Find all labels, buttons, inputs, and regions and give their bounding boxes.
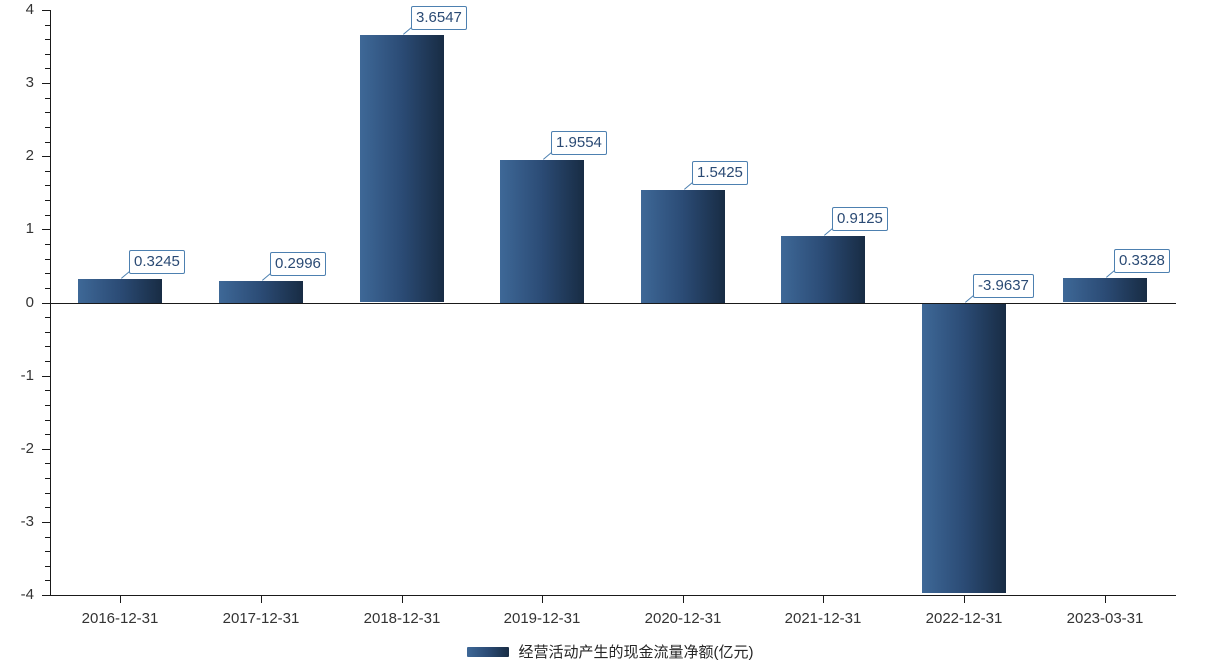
y-tick-label: 1: [25, 220, 34, 237]
bar[interactable]: [360, 35, 444, 302]
y-minor-tick: [45, 405, 50, 406]
y-minor-tick: [45, 390, 50, 391]
y-minor-tick: [45, 39, 50, 40]
y-minor-tick: [45, 507, 50, 508]
y-minor-tick: [45, 361, 50, 362]
y-minor-tick: [45, 259, 50, 260]
y-tick: [42, 156, 50, 157]
y-minor-tick: [45, 68, 50, 69]
y-minor-tick: [45, 244, 50, 245]
y-tick: [42, 83, 50, 84]
y-minor-tick: [45, 420, 50, 421]
value-label-box: 0.3328: [1114, 249, 1170, 273]
y-minor-tick: [45, 185, 50, 186]
y-minor-tick: [45, 537, 50, 538]
x-axis-label: 2021-12-31: [784, 610, 862, 627]
y-minor-tick: [45, 25, 50, 26]
value-label-box: 0.2996: [270, 252, 326, 276]
y-minor-tick: [45, 98, 50, 99]
y-minor-tick: [45, 273, 50, 274]
y-tick: [42, 522, 50, 523]
y-tick-label: -4: [20, 586, 34, 603]
x-axis-label: 2016-12-31: [81, 610, 159, 627]
y-tick-label: 2: [25, 147, 34, 164]
y-minor-tick: [45, 478, 50, 479]
x-axis-label: 2023-03-31: [1066, 610, 1144, 627]
y-tick: [42, 449, 50, 450]
legend-swatch-icon: [466, 646, 509, 657]
bar[interactable]: [78, 279, 162, 303]
x-tick: [823, 596, 824, 603]
x-axis-label: 2022-12-31: [925, 610, 1003, 627]
x-axis-line: [50, 595, 1176, 596]
zero-baseline: [50, 303, 1176, 304]
bar[interactable]: [500, 160, 584, 303]
y-minor-tick: [45, 288, 50, 289]
y-minor-tick: [45, 54, 50, 55]
x-tick: [1105, 596, 1106, 603]
x-axis-label: 2017-12-31: [222, 610, 300, 627]
y-tick-label: -3: [20, 513, 34, 530]
y-minor-tick: [45, 332, 50, 333]
y-tick: [42, 376, 50, 377]
bar[interactable]: [922, 304, 1006, 593]
x-axis-label: 2020-12-31: [644, 610, 722, 627]
y-tick: [42, 303, 50, 304]
y-minor-tick: [45, 142, 50, 143]
bar[interactable]: [219, 281, 303, 303]
y-minor-tick: [45, 580, 50, 581]
x-axis-label: 2018-12-31: [363, 610, 441, 627]
value-label-box: 3.6547: [411, 6, 467, 30]
y-tick-label: 0: [25, 294, 34, 311]
x-tick: [402, 596, 403, 603]
value-label-box: 0.3245: [129, 250, 185, 274]
x-tick: [683, 596, 684, 603]
y-minor-tick: [45, 112, 50, 113]
bar[interactable]: [641, 190, 725, 303]
y-minor-tick: [45, 215, 50, 216]
y-minor-tick: [45, 200, 50, 201]
legend-label: 经营活动产生的现金流量净额(亿元): [518, 644, 754, 661]
y-tick-label: 4: [25, 1, 34, 18]
x-tick: [120, 596, 121, 603]
y-tick: [42, 229, 50, 230]
y-minor-tick: [45, 493, 50, 494]
x-axis-label: 2019-12-31: [503, 610, 581, 627]
y-minor-tick: [45, 317, 50, 318]
y-minor-tick: [45, 566, 50, 567]
y-axis-line: [50, 10, 51, 595]
value-label-box: 0.9125: [832, 207, 888, 231]
y-minor-tick: [45, 346, 50, 347]
x-tick: [261, 596, 262, 603]
y-minor-tick: [45, 171, 50, 172]
bar[interactable]: [781, 236, 865, 303]
y-tick-label: 3: [25, 74, 34, 91]
value-label-box: -3.9637: [973, 274, 1034, 298]
y-tick-label: -1: [20, 367, 34, 384]
y-minor-tick: [45, 551, 50, 552]
y-tick: [42, 595, 50, 596]
y-minor-tick: [45, 127, 50, 128]
y-tick-label: -2: [20, 440, 34, 457]
y-minor-tick: [45, 463, 50, 464]
x-tick: [964, 596, 965, 603]
legend[interactable]: 经营活动产生的现金流量净额(亿元): [0, 641, 1220, 662]
x-tick: [542, 596, 543, 603]
value-label-box: 1.5425: [692, 161, 748, 185]
value-label-box: 1.9554: [551, 131, 607, 155]
y-tick: [42, 10, 50, 11]
bar[interactable]: [1063, 278, 1147, 302]
y-minor-tick: [45, 434, 50, 435]
